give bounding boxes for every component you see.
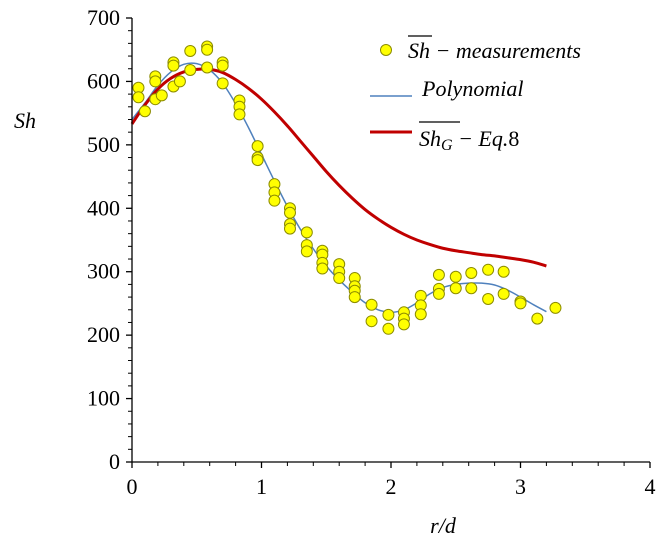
x-axis-ticks: 0 1 2 3 4 <box>127 462 656 499</box>
axes <box>131 18 650 463</box>
measurement-point <box>549 301 562 314</box>
y-tick-label: 700 <box>87 5 120 30</box>
y-tick-label: 600 <box>87 68 120 93</box>
measurement-point <box>497 265 510 278</box>
measurement-point <box>251 154 264 167</box>
equation-line <box>130 67 547 268</box>
measurement-point <box>155 89 168 102</box>
y-axis-ticks: 0 100 200 300 400 500 600 700 <box>87 5 132 474</box>
legend-item-measurements: Sh − measurements <box>380 35 581 63</box>
measurement-point <box>465 266 478 279</box>
measurement-point <box>432 268 445 281</box>
legend-text-equation: − Eq. <box>453 126 509 151</box>
measurement-point <box>482 263 495 276</box>
y-tick-label: 200 <box>87 322 120 347</box>
legend-label-polynomial: Polynomial <box>421 76 523 101</box>
measurement-point <box>382 322 395 335</box>
x-tick-label: 0 <box>127 474 138 499</box>
plot-area <box>132 18 650 462</box>
measurement-point <box>397 318 410 331</box>
measurement-point <box>333 272 346 285</box>
measurement-point <box>251 140 264 153</box>
legend-label-measurements: Sh − measurements <box>408 38 581 63</box>
measurement-point <box>216 77 229 90</box>
legend-item-equation: ShG − Eq.8 <box>370 121 519 154</box>
measurement-point <box>348 291 361 304</box>
legend-text-measurements: − measurements <box>430 38 581 63</box>
legend-item-polynomial: Polynomial <box>370 76 523 101</box>
legend-symbol-equation: Sh <box>419 126 441 151</box>
legend-symbol-measurements: Sh <box>408 38 430 63</box>
y-tick-label: 300 <box>87 259 120 284</box>
legend: Sh − measurements Polynomial ShG − Eq.8 <box>370 35 581 154</box>
measurement-point <box>233 108 246 121</box>
equation-series <box>130 67 547 268</box>
plot-frame <box>132 18 650 462</box>
x-tick-label: 1 <box>256 474 267 499</box>
measurement-series <box>132 40 562 335</box>
measurement-point <box>167 59 180 72</box>
measurement-point <box>283 222 296 235</box>
measurement-point <box>497 287 510 300</box>
x-tick-label: 3 <box>515 474 526 499</box>
measurement-point <box>365 298 378 311</box>
y-tick-label: 400 <box>87 195 120 220</box>
y-axis-title: Sh <box>14 108 36 133</box>
legend-subscript-equation: G <box>441 137 453 154</box>
legend-suffix-equation: 8 <box>508 126 519 151</box>
measurement-point <box>449 270 462 283</box>
measurement-point <box>531 312 544 325</box>
measurement-point <box>201 43 214 56</box>
measurement-point <box>138 105 151 118</box>
measurement-point <box>268 194 281 207</box>
legend-label-equation: ShG − Eq.8 <box>419 126 519 154</box>
measurement-point <box>283 206 296 219</box>
y-tick-label: 0 <box>109 449 120 474</box>
measurement-point <box>173 75 186 88</box>
measurement-point <box>300 226 313 239</box>
y-tick-label: 500 <box>87 132 120 157</box>
x-axis-title: r/d <box>430 513 457 538</box>
legend-marker-measurements <box>380 44 392 56</box>
measurement-point <box>482 292 495 305</box>
y-tick-label: 100 <box>87 386 120 411</box>
measurement-point <box>184 44 197 57</box>
measurement-point <box>365 315 378 328</box>
measurement-point <box>201 61 214 74</box>
measurement-point <box>184 64 197 77</box>
measurement-point <box>132 91 145 104</box>
measurement-point <box>414 308 427 321</box>
measurement-point <box>465 282 478 295</box>
x-tick-label: 4 <box>645 474 656 499</box>
measurement-point <box>300 245 313 258</box>
measurement-point <box>316 262 329 275</box>
x-tick-label: 2 <box>386 474 397 499</box>
measurement-point <box>449 282 462 295</box>
measurement-point <box>432 287 445 300</box>
measurement-point <box>514 297 527 310</box>
measurement-point <box>382 308 395 321</box>
measurement-point <box>216 59 229 72</box>
measurement-point <box>149 75 162 88</box>
